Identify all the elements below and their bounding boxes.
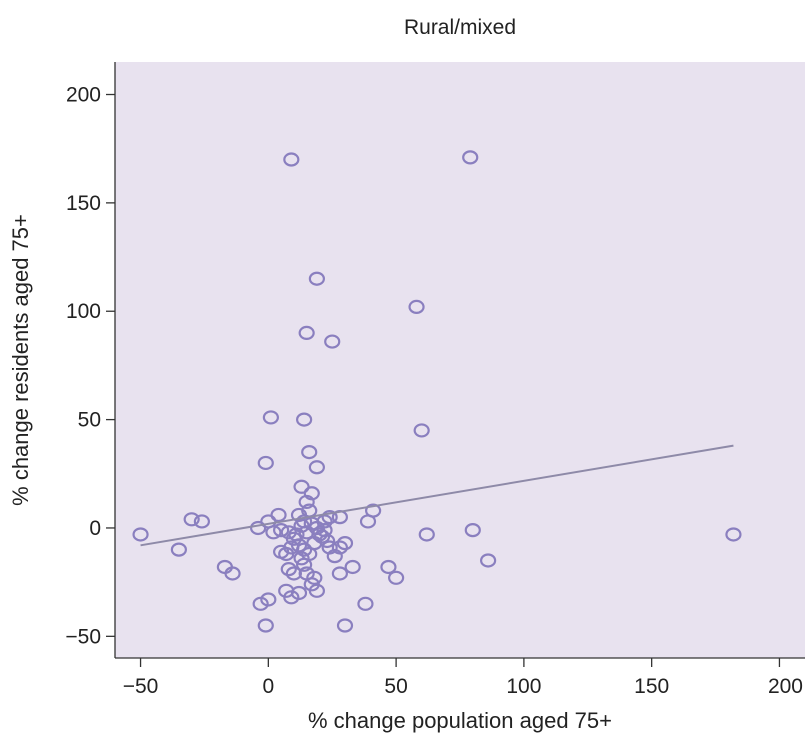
- data-point: [298, 494, 315, 510]
- trend-line: [140, 444, 734, 547]
- y-tick-label: 50: [78, 409, 101, 432]
- data-point: [290, 507, 308, 523]
- data-point: [273, 523, 290, 538]
- data-point: [336, 536, 354, 551]
- data-point: [313, 529, 331, 544]
- data-point: [344, 559, 361, 575]
- x-tick-label: 150: [634, 675, 669, 698]
- data-point: [285, 566, 302, 581]
- data-point: [308, 460, 325, 475]
- data-point: [388, 570, 405, 585]
- data-point: [308, 271, 325, 286]
- y-axis-label: % change residents aged 75+: [8, 214, 33, 506]
- chart-title: Rural/mixed: [404, 16, 516, 39]
- data-point: [260, 592, 277, 607]
- data-point: [308, 583, 325, 598]
- data-point: [265, 525, 282, 540]
- data-point: [193, 514, 210, 529]
- y-tick-label: 200: [66, 84, 101, 107]
- data-points: [132, 150, 742, 633]
- x-tick-label: 200: [768, 675, 803, 698]
- data-point: [413, 423, 430, 438]
- data-point: [357, 596, 374, 611]
- x-tick-label: −50: [123, 675, 159, 698]
- data-point: [380, 559, 397, 575]
- data-point: [280, 562, 297, 577]
- data-point: [170, 542, 187, 557]
- data-point: [293, 551, 310, 566]
- data-point: [321, 510, 338, 525]
- data-point: [257, 455, 274, 471]
- data-point: [462, 150, 479, 165]
- x-tick-label: 100: [506, 675, 541, 698]
- data-point: [331, 540, 348, 555]
- x-tick-label: 0: [262, 675, 274, 698]
- data-point: [336, 618, 354, 633]
- data-point: [418, 527, 435, 542]
- x-tick-label: 50: [384, 675, 407, 698]
- y-tick-label: 0: [89, 517, 101, 540]
- data-point: [288, 527, 305, 542]
- trend-line-group: [140, 444, 734, 547]
- data-point: [464, 523, 481, 538]
- data-point: [296, 412, 313, 427]
- data-point: [319, 533, 336, 549]
- data-point: [303, 516, 320, 531]
- data-point: [480, 553, 497, 568]
- data-point: [132, 527, 149, 542]
- y-tick-label: −50: [65, 625, 101, 648]
- data-point: [283, 590, 300, 605]
- data-point: [725, 527, 742, 542]
- data-point: [283, 152, 300, 167]
- data-point: [301, 445, 318, 460]
- data-point: [324, 334, 341, 349]
- data-point: [298, 325, 315, 341]
- data-point: [183, 512, 200, 527]
- data-point: [408, 299, 425, 315]
- y-tick-label: 100: [66, 300, 101, 323]
- data-point: [296, 557, 313, 572]
- data-point: [257, 618, 274, 633]
- data-point: [306, 570, 323, 585]
- y-tick-label: 150: [66, 192, 101, 215]
- x-axis-label: % change population aged 75+: [308, 708, 612, 733]
- data-point: [262, 410, 279, 425]
- axis-ticks: −50 0 50 100 150 200 −50 0 50 100 150 200: [65, 84, 803, 698]
- plot-area: [115, 62, 805, 658]
- data-point: [224, 566, 241, 581]
- data-point: [273, 544, 290, 559]
- data-point: [359, 514, 377, 529]
- data-point: [331, 566, 348, 581]
